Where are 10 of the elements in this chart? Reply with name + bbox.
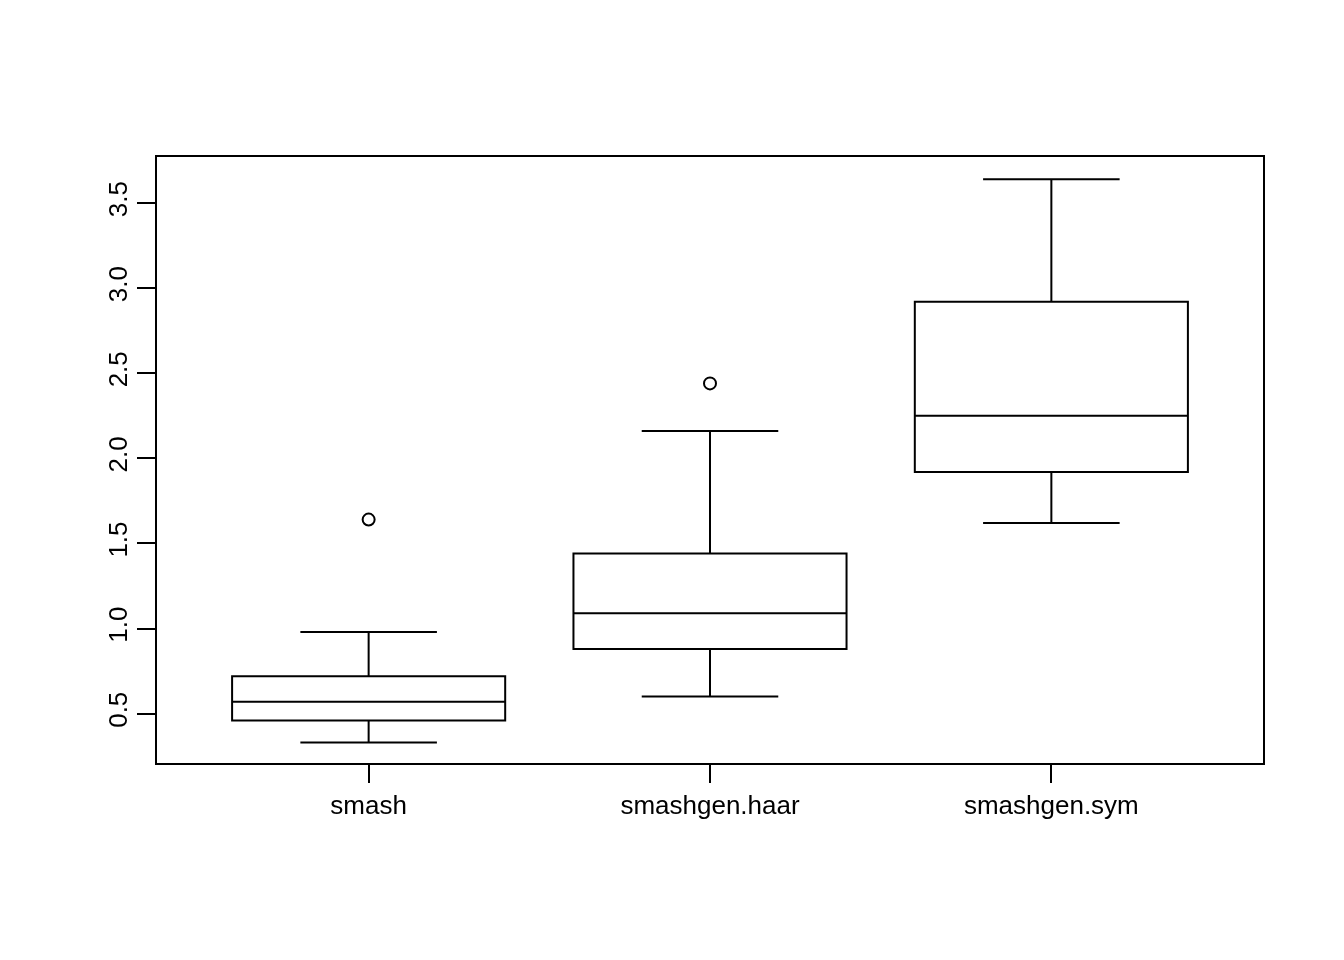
- x-tick-label: smashgen.haar: [620, 789, 800, 820]
- y-tick-label: 3.5: [102, 180, 133, 218]
- y-tick-label: 2.5: [102, 351, 133, 388]
- x-tick-label: smashgen.sym: [963, 789, 1139, 820]
- y-tick-label: 1.0: [102, 606, 133, 643]
- y-tick-label: 3.0: [102, 266, 133, 303]
- y-tick-label: 2.0: [102, 436, 133, 473]
- y-tick-label: 1.5: [102, 521, 133, 558]
- y-tick-label: 0.5: [102, 691, 133, 728]
- x-tick-label: smash: [330, 789, 407, 820]
